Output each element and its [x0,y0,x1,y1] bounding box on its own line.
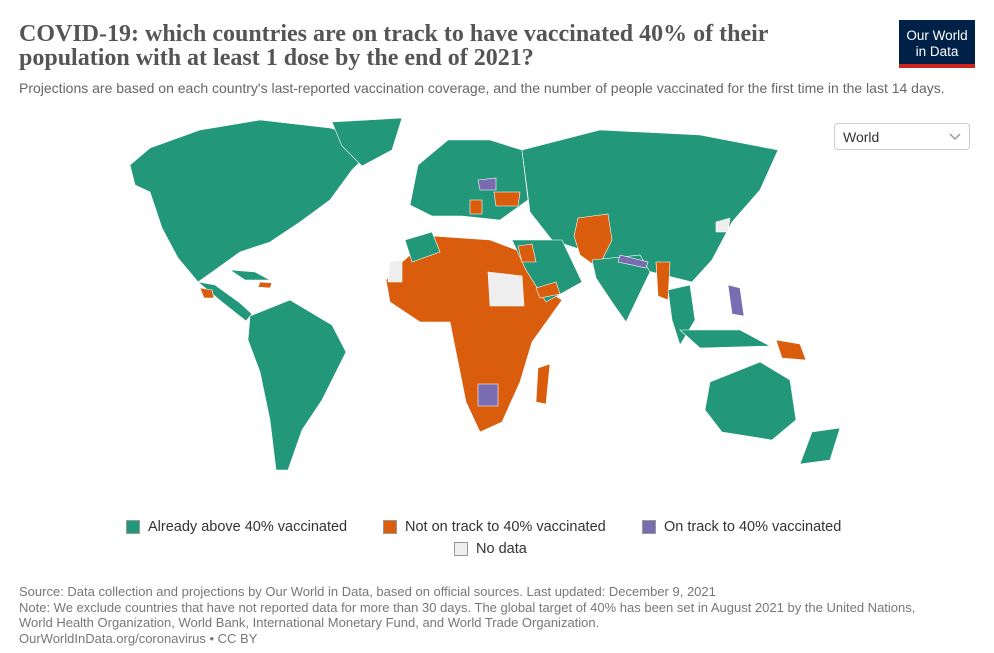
country[interactable] [404,231,441,263]
subtitle: Projections are based on each country's … [19,80,945,96]
logo-line: Our World [906,28,968,43]
country[interactable] [331,117,403,167]
region-select[interactable]: World [834,123,970,150]
legend-item[interactable]: On track to 40% vaccinated [642,519,841,535]
country[interactable] [409,139,529,221]
country[interactable] [477,177,497,191]
legend-item[interactable]: No data [454,541,527,557]
legend-label: No data [476,541,527,557]
country[interactable] [655,261,671,301]
country[interactable] [775,339,807,361]
legend-label: Already above 40% vaccinated [148,519,348,535]
country[interactable] [247,299,347,471]
country[interactable] [799,427,841,465]
legend-label: On track to 40% vaccinated [664,519,842,535]
country[interactable] [535,363,551,405]
legend-swatch [454,542,468,556]
country[interactable] [129,119,381,283]
country[interactable] [517,243,537,263]
legend-item[interactable]: Already above 40% vaccinated [126,519,347,535]
country[interactable] [493,191,521,207]
country[interactable] [679,329,772,349]
country[interactable] [196,281,253,322]
title: COVID-19: which countries are on track t… [19,21,769,71]
country[interactable] [257,281,273,289]
legend-item[interactable]: Not on track to 40% vaccinated [383,519,606,535]
note: Note: We exclude countries that have not… [19,599,916,631]
select-value: World [843,129,880,145]
logo[interactable]: Our World in Data [899,20,975,68]
country[interactable] [469,199,483,215]
legend-swatch [642,520,656,534]
country[interactable] [387,259,403,283]
footer: Source: Data collection and projections … [19,584,919,646]
legend-swatch [126,520,140,534]
country[interactable] [199,287,215,299]
legend-swatch [383,520,397,534]
link[interactable]: OurWorldInData.org/coronavirus • CC BY [19,630,258,646]
country[interactable] [228,269,271,281]
country[interactable] [591,254,651,323]
country[interactable] [715,217,731,233]
world-map [129,117,841,471]
country[interactable] [727,284,745,317]
country[interactable] [535,281,561,299]
source: Source: Data collection and projections … [19,584,716,599]
logo-line: in Data [915,44,959,59]
chevron [949,133,961,141]
country[interactable] [704,361,797,441]
country[interactable] [477,383,499,407]
country[interactable] [617,254,649,269]
legend-label: Not on track to 40% vaccinated [405,519,606,535]
country[interactable] [487,271,525,307]
